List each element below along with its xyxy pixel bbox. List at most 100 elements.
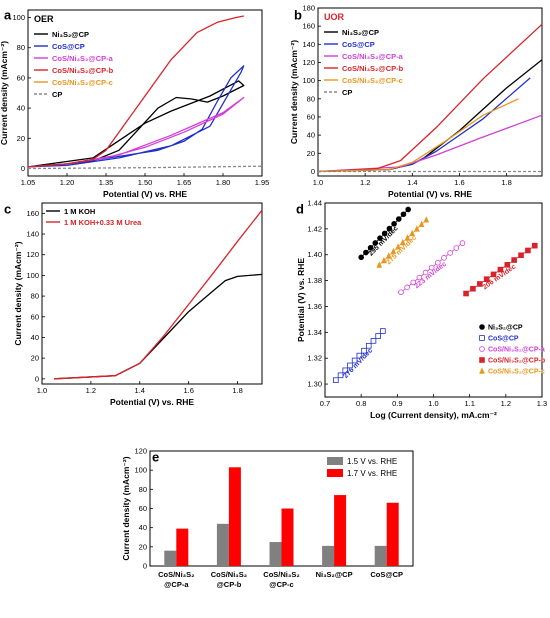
y-tick-label: 100: [12, 13, 25, 22]
y-axis-label: Current density (mAcm⁻²): [289, 40, 299, 144]
y-tick-label: 1.40: [307, 250, 322, 259]
y-axis-label: Current density (mAcm⁻²): [121, 456, 131, 560]
x-axis-label: Potential (V) vs. RHE: [388, 189, 472, 199]
data-point: [479, 335, 485, 341]
data-point: [372, 240, 379, 246]
data-point: [416, 274, 423, 281]
data-point: [361, 347, 367, 354]
data-point: [504, 262, 511, 268]
y-tick-label: 40: [31, 333, 39, 342]
legend-label: CoS/Ni₃S₂@CP-c: [52, 78, 113, 87]
x-tick-label: 1.20: [60, 178, 75, 187]
data-point: [428, 264, 435, 271]
y-axis-label: Current density (mAcm⁻²): [0, 41, 9, 145]
data-point: [453, 245, 460, 251]
y-tick-label: 60: [139, 504, 147, 513]
series-line-4: [317, 23, 543, 173]
y-tick-label: 20: [139, 542, 147, 551]
legend-label: CoS/Ni₃S₂@CP-a: [488, 347, 545, 354]
bar-2: [281, 508, 294, 566]
data-point: [405, 206, 411, 213]
y-tick-label: 120: [134, 447, 147, 456]
x-tick-label: 1.35: [99, 178, 114, 187]
y-tick-label: 80: [139, 485, 147, 494]
legend-label: Ni₃S₂@CP: [52, 30, 89, 39]
y-tick-label: 140: [302, 40, 315, 49]
category-label: @CP-b: [216, 580, 241, 589]
category-label: CoS/Ni₃S₂: [211, 570, 247, 579]
x-tick-label: 1.6: [183, 386, 193, 395]
series-line-1: [27, 80, 245, 168]
data-point: [380, 328, 386, 334]
x-axis-label: Potential (V) vs. RHE: [103, 189, 187, 199]
x-tick-label: 1.2: [86, 386, 96, 395]
data-point: [422, 269, 429, 276]
x-tick-label: 1.8: [501, 178, 511, 187]
legend-label: 1.7 V vs. RHE: [347, 469, 397, 478]
data-point: [531, 242, 538, 249]
data-point: [367, 244, 374, 251]
y-tick-label: 0: [143, 562, 147, 571]
data-point: [518, 252, 524, 259]
chart-title: UOR: [324, 12, 345, 22]
x-tick-label: 0.7: [320, 399, 330, 408]
legend-label: CP: [52, 90, 62, 99]
panel-letter: d: [296, 202, 304, 217]
bar-1: [164, 550, 177, 566]
data-point: [511, 257, 517, 263]
data-point: [463, 290, 469, 297]
y-axis-label: Potential (V) vs. RHE: [296, 258, 306, 342]
x-tick-label: 1.1: [464, 399, 474, 408]
series-line-1: [54, 273, 263, 380]
panel-a: a 1.05 1.20 1.35 1.50 1.65 1.80 1.95 0 20 40 60 80 10…: [0, 8, 269, 199]
data-point: [459, 240, 466, 246]
x-tick-label: 1.50: [138, 178, 153, 187]
data-point: [398, 289, 404, 296]
data-point: [395, 243, 401, 250]
data-point: [381, 230, 388, 237]
legend-label: CoS/Ni₃S₂@CP-a: [342, 52, 404, 61]
panel-d: d 0.7 0.8 0.9 1.0 1.1 1.2 1.3 1.30 1.32 1.34 1.36 1.…: [296, 199, 547, 421]
data-point: [399, 238, 406, 246]
y-tick-label: 0: [35, 374, 39, 383]
x-tick-label: 1.2: [360, 178, 370, 187]
data-point: [347, 362, 353, 369]
x-tick-label: 1.4: [407, 178, 417, 187]
data-point: [386, 225, 393, 232]
legend-label: CoS/Ni₃S₂@CP-c: [342, 76, 403, 85]
data-point: [400, 211, 407, 218]
plot-frame: [317, 7, 543, 177]
data-point: [385, 252, 392, 259]
y-tick-label: 1.38: [307, 276, 322, 285]
series-line-3: [317, 114, 543, 173]
data-point: [358, 254, 364, 261]
data-point: [376, 261, 383, 268]
data-point: [470, 285, 476, 292]
y-axis-label: Current density (mAcm⁻²): [13, 241, 23, 345]
data-point: [363, 249, 369, 256]
category-label: @CP-c: [269, 580, 293, 589]
y-tick-label: 40: [139, 523, 147, 532]
legend-label: 1 M KOH+0.33 M Urea: [64, 218, 142, 227]
legend-label: CoS@CP: [342, 40, 375, 49]
x-axis-label: Log (Current density), mA.cm⁻²: [370, 410, 497, 420]
y-tick-label: 140: [26, 230, 39, 239]
panel-letter: e: [152, 450, 159, 465]
data-point: [351, 357, 358, 364]
data-point: [370, 338, 377, 344]
legend-label: CoS/Ni₃S₂@CP-c: [488, 369, 545, 376]
data-point: [333, 377, 339, 383]
y-tick-label: 1.44: [307, 199, 322, 208]
x-tick-label: 1.65: [177, 178, 192, 187]
data-point: [342, 367, 349, 374]
data-point: [413, 225, 420, 232]
x-axis-label: Potential (V) vs. RHE: [110, 397, 194, 407]
legend-swatch: [327, 469, 343, 477]
category-label: Ni₃S₂@CP: [316, 570, 353, 579]
series-line-5: [317, 98, 519, 173]
data-point: [375, 333, 381, 339]
data-point: [377, 235, 383, 241]
y-tick-label: 100: [134, 466, 147, 475]
